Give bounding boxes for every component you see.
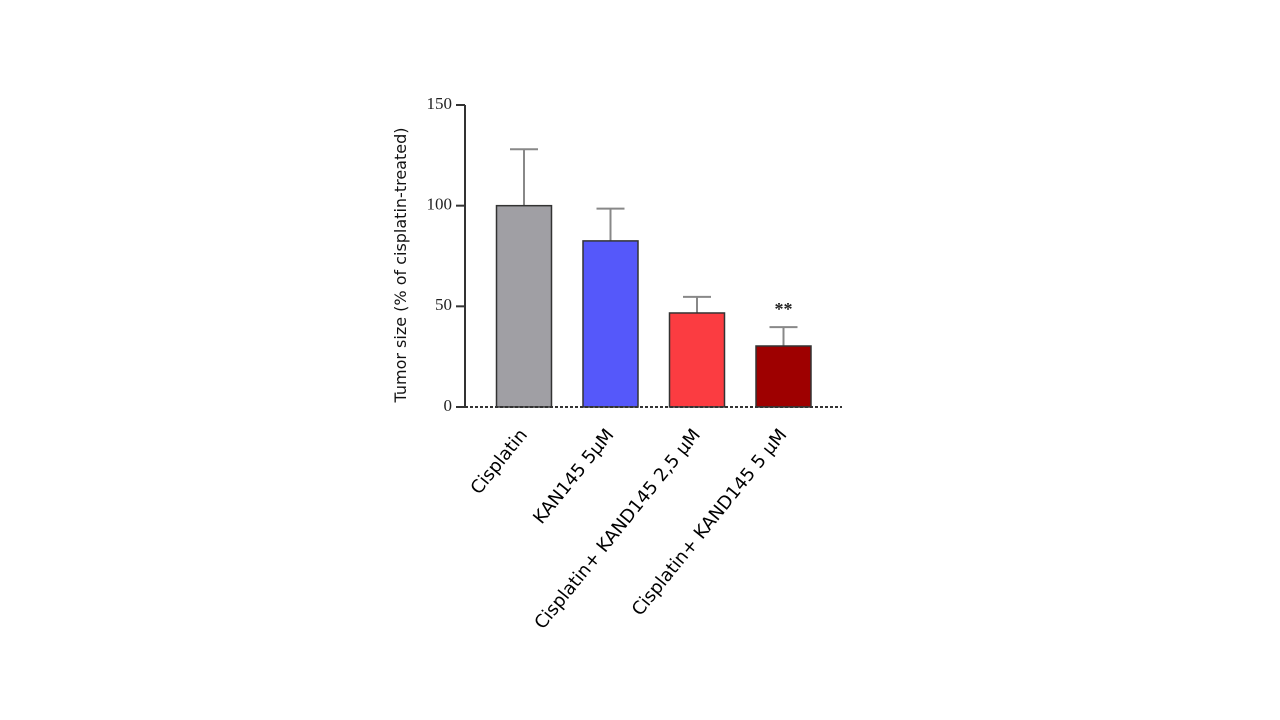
bar bbox=[495, 204, 553, 408]
bar bbox=[582, 240, 639, 408]
bar bbox=[755, 345, 812, 408]
y-tick-label: 100 bbox=[427, 195, 453, 214]
y-tick-label: 0 bbox=[444, 396, 453, 415]
bar bbox=[668, 312, 726, 408]
y-tick-label: 50 bbox=[435, 295, 452, 314]
x-tick-label: Cisplatin+ KAND145 2,5 µM bbox=[530, 425, 704, 633]
x-tick-label: Cisplatin+ KAND145 5 µM bbox=[628, 425, 792, 620]
y-tick-label: 150 bbox=[427, 94, 453, 113]
y-axis-label: Tumor size (% of cisplatin-treated) bbox=[391, 128, 410, 404]
x-tick-label: KAN145 5µM bbox=[529, 425, 618, 528]
x-tick-label: Cisplatin bbox=[467, 425, 532, 499]
annotation: ** bbox=[775, 299, 793, 319]
